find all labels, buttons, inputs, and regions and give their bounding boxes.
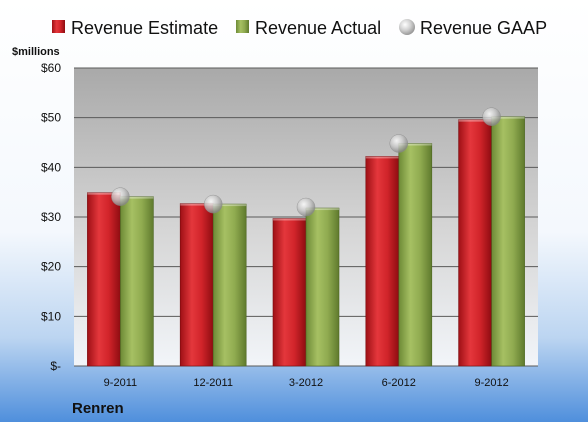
- x-tick-label: 3-2012: [289, 377, 323, 389]
- marker-revenue-gaap: [203, 194, 223, 214]
- bar-revenue-estimate: [87, 192, 121, 367]
- x-tick-label: 12-2011: [193, 377, 233, 389]
- y-tick-label: $60: [41, 61, 61, 75]
- y-tick-label: $30: [41, 210, 61, 224]
- legend: Revenue Estimate Revenue Actual Revenue …: [52, 18, 547, 38]
- bars: [87, 116, 525, 367]
- bar-top-highlight: [120, 196, 154, 199]
- y-tick-label: $10: [41, 309, 61, 323]
- bar-top-highlight: [213, 204, 247, 207]
- legend-swatch-estimate: [52, 20, 65, 33]
- bar-top-highlight: [306, 208, 339, 211]
- bar-top-highlight: [180, 203, 214, 206]
- bar-revenue-actual: [491, 116, 525, 367]
- marker-revenue-gaap: [111, 187, 130, 206]
- legend-label-estimate: Revenue Estimate: [71, 18, 218, 38]
- legend-label-actual: Revenue Actual: [255, 18, 381, 38]
- y-tick-label: $20: [41, 260, 61, 274]
- x-tick-label: 9-2012: [474, 377, 508, 389]
- x-tick-label: 6-2012: [382, 377, 416, 389]
- x-tick-label: 9-2011: [104, 377, 137, 389]
- gaap-markers: [111, 107, 501, 217]
- bar-revenue-estimate: [365, 156, 400, 367]
- bar-revenue-estimate: [179, 203, 214, 367]
- marker-revenue-gaap: [296, 197, 316, 217]
- bar-revenue-actual: [120, 196, 154, 367]
- y-tick-label: $40: [41, 160, 61, 174]
- bar-top-highlight: [273, 218, 306, 221]
- bar-revenue-estimate: [272, 218, 307, 367]
- company-name: Renren: [72, 400, 124, 417]
- y-tick-label: $50: [41, 111, 61, 125]
- y-tick-label: $-: [50, 359, 61, 373]
- marker-revenue-gaap: [482, 107, 501, 126]
- legend-label-gaap: Revenue GAAP: [420, 18, 547, 38]
- bar-revenue-actual: [398, 143, 433, 367]
- bar-top-highlight: [87, 192, 121, 195]
- legend-swatch-gaap: [399, 19, 415, 35]
- bar-revenue-estimate: [458, 119, 492, 367]
- marker-revenue-gaap: [389, 134, 409, 153]
- y-axis-ticks: $- $10 $20 $30 $40 $50 $60: [41, 61, 61, 373]
- bar-top-highlight: [398, 143, 432, 146]
- y-axis-unit-label: $millions: [12, 46, 60, 58]
- bar-top-highlight: [458, 119, 492, 122]
- bar-top-highlight: [365, 156, 399, 159]
- x-axis-ticks: 9-2011 12-2011 3-2012 6-2012 9-2012: [104, 377, 509, 389]
- legend-swatch-actual: [236, 20, 249, 33]
- bar-revenue-actual: [305, 207, 340, 367]
- bar-top-highlight: [491, 116, 525, 119]
- bar-revenue-actual: [212, 203, 247, 367]
